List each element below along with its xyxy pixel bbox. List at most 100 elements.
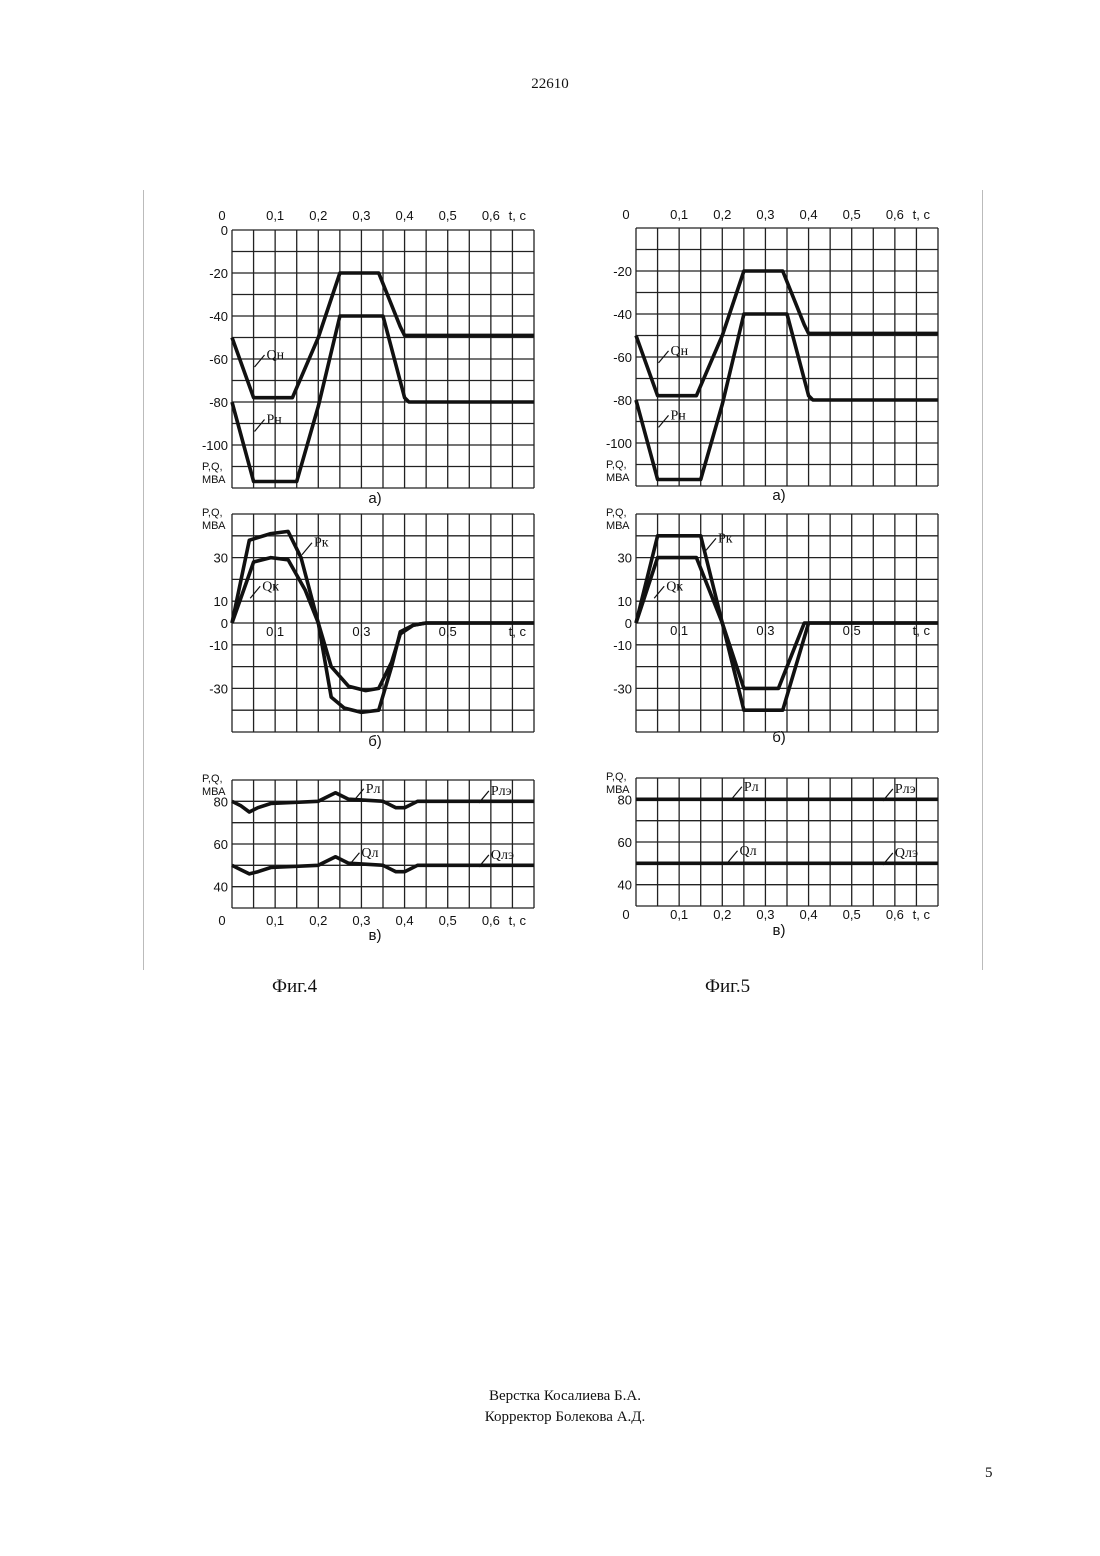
panel-4-ytick-1: -40 [613, 307, 632, 322]
panel-1-ytick-0: 0 [221, 223, 228, 238]
panel-2-ytick-2: 0 [221, 616, 228, 631]
panel-1-label-Pн: Pн [267, 413, 283, 428]
panel-2-leader-Qк [250, 586, 260, 598]
panel-2-leader-Pк [302, 543, 312, 555]
panel-5-ytick-0: 30 [618, 551, 632, 566]
panel-1-ylabel-1: P,Q, [202, 461, 223, 473]
panel-5-title: б) [772, 729, 786, 746]
panel-1-ytick-5: -100 [202, 438, 228, 453]
panel-6-annot-1: Qлэ [895, 846, 918, 861]
panel-6-xtick-6: 0,6 [886, 907, 904, 922]
panel-5-xtick-2: 0,5 [843, 623, 861, 638]
panel-5-leader-Qк [654, 586, 664, 598]
panel-2-ytick-0: 30 [214, 551, 228, 566]
panel-4-label-Pн: Pн [671, 408, 687, 423]
panel-4-ylabel-2: МВА [606, 472, 630, 484]
panel-5-label-Pк: Pк [718, 531, 733, 546]
panel-1-leader-Qн [255, 355, 265, 367]
panel-5-leader-Pк [706, 538, 716, 550]
panel-6-xlabel: t, с [913, 907, 931, 922]
panel-1-xtick-6: 0,6 [482, 208, 500, 223]
panel-1-label-Qн: Qн [267, 348, 285, 363]
panel-5-ytick-4: -30 [613, 681, 632, 696]
panel-6-xtick-2: 0,2 [713, 907, 731, 922]
panel-5-xlabel: t, с [913, 623, 931, 638]
panel-2-xtick-0: 0,1 [266, 624, 284, 639]
panel-5-ytick-1: 10 [618, 594, 632, 609]
figure-5-caption: Фиг.5 [705, 976, 750, 998]
panel-1-leader-Pн [255, 420, 265, 432]
panel-4-xtick-3: 0,3 [756, 207, 774, 222]
panel-2-ytick-4: -30 [209, 681, 228, 696]
panel-2-ytick-1: 10 [214, 594, 228, 609]
panel-3-ytick-1: 60 [214, 837, 228, 852]
panel-1-ytick-4: -80 [209, 395, 228, 410]
panel-4-ytick-4: -100 [606, 436, 632, 451]
panel-6-leader-Pл [732, 787, 742, 799]
panel-1-xtick-2: 0,2 [309, 208, 327, 223]
panel-2-title: б) [368, 733, 382, 750]
panel-1-xtick-3: 0,3 [352, 208, 370, 223]
panel-5-ylabel-1: P,Q, [606, 507, 627, 519]
panel-6-xtick-3: 0,3 [756, 907, 774, 922]
panel-3-xtick-6: 0,6 [482, 913, 500, 928]
panel-3-xtick-1: 0,1 [266, 913, 284, 928]
panel-3-label-Pл: Pл [366, 782, 381, 797]
panel-5-ylabel-2: МВА [606, 520, 630, 532]
panel-6-label-Pл: Pл [744, 780, 759, 795]
panel-3-xtick-0: 0 [218, 913, 225, 928]
panel-4-title: а) [772, 487, 785, 504]
panel-6-ylabel-2: МВА [606, 784, 630, 796]
panel-3-annot-0: Pлэ [491, 784, 512, 799]
panel-2-label-Qк: Qк [262, 579, 279, 594]
panel-6-xtick-0: 0 [622, 907, 629, 922]
panel-6-ytick-2: 40 [618, 878, 632, 893]
panel-2-ylabel-1: P,Q, [202, 507, 223, 519]
panel-5-xtick-1: 0,3 [756, 623, 774, 638]
panel-4-xlabel: t, с [913, 207, 931, 222]
panel-1-ytick-2: -40 [209, 309, 228, 324]
panel-4-xtick-0: 0 [622, 207, 629, 222]
panel-1-xtick-1: 0,1 [266, 208, 284, 223]
panel-3-ylabel-2: МВА [202, 786, 226, 798]
panel-1-xtick-0: 0 [218, 208, 225, 223]
panel-3-xlabel: t, с [509, 913, 527, 928]
panel-1-xlabel: t, с [509, 208, 527, 223]
panel-4-ytick-2: -60 [613, 350, 632, 365]
panel-4-xtick-4: 0,4 [800, 207, 818, 222]
panel-4-ytick-3: -80 [613, 393, 632, 408]
panel-5-ytick-2: 0 [625, 616, 632, 631]
panel-6-annot-0: Pлэ [895, 782, 916, 797]
panel-6-leader-Qл [728, 851, 738, 863]
panel-3-xtick-3: 0,3 [352, 913, 370, 928]
panel-6-label-Qл: Qл [740, 844, 757, 859]
panel-4-xtick-2: 0,2 [713, 207, 731, 222]
panel-1-xtick-4: 0,4 [396, 208, 414, 223]
panel-1-ytick-1: -20 [209, 266, 228, 281]
panel-6-xtick-5: 0,5 [843, 907, 861, 922]
page-number-bottom: 5 [985, 1465, 993, 1482]
panel-2-xtick-2: 0,5 [439, 624, 457, 639]
panel-4-xtick-6: 0,6 [886, 207, 904, 222]
panel-1-ylabel-2: МВА [202, 474, 226, 486]
panel-3-ytick-2: 40 [214, 880, 228, 895]
panel-6-ytick-1: 60 [618, 835, 632, 850]
panel-1-ytick-3: -60 [209, 352, 228, 367]
panel-4-xtick-1: 0,1 [670, 207, 688, 222]
panel-2-ylabel-2: МВА [202, 520, 226, 532]
panel-6-title: в) [773, 922, 786, 939]
panel-3-ylabel-1: P,Q, [202, 773, 223, 785]
panel-2-xlabel: t, с [509, 624, 527, 639]
panel-3-label-Qл: Qл [361, 846, 378, 861]
panel-3-xtick-4: 0,4 [396, 913, 414, 928]
panel-1-xtick-5: 0,5 [439, 208, 457, 223]
panel-4-xtick-5: 0,5 [843, 207, 861, 222]
panel-6-xtick-1: 0,1 [670, 907, 688, 922]
panel-5-ytick-3: -10 [613, 638, 632, 653]
panel-6-ylabel-1: P,Q, [606, 771, 627, 783]
panel-3-annot-1: Qлэ [491, 848, 514, 863]
panel-4-ytick-0: -20 [613, 264, 632, 279]
panel-4-ylabel-1: P,Q, [606, 459, 627, 471]
panel-5-label-Qк: Qк [666, 579, 683, 594]
